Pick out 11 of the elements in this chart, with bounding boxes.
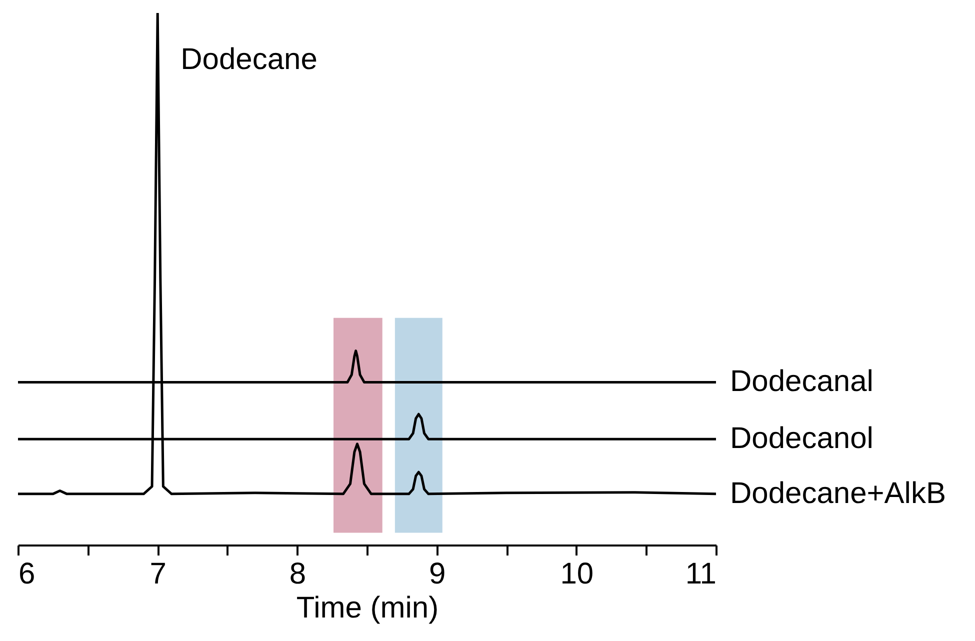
series-label: Dodecane+AlkB: [730, 476, 946, 510]
x-tick-label: 6: [18, 558, 36, 590]
x-tick-label: 10: [560, 558, 594, 590]
series-label: Dodecanol: [730, 422, 874, 456]
x-tick-label: 11: [685, 558, 716, 590]
x-axis-title: Time (min): [296, 592, 439, 624]
x-tick-label: 9: [428, 558, 446, 590]
x-tick-label: 8: [289, 558, 306, 590]
series-label: Dodecanal: [730, 365, 874, 398]
annotation: Dodecane: [180, 43, 318, 76]
x-tick-label: 7: [150, 558, 166, 590]
